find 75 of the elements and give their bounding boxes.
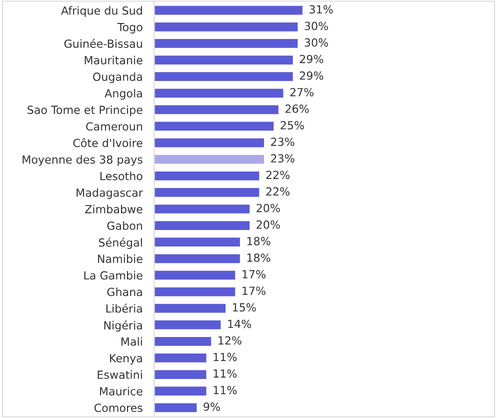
y-tick-label: Ouganda <box>93 72 142 84</box>
y-tick-label: Cameroun <box>86 122 142 131</box>
y-tick-label: Mali <box>121 337 142 346</box>
data-label: 27% <box>290 88 314 96</box>
bar <box>154 120 276 132</box>
data-label: 9% <box>204 402 220 411</box>
data-label: 11% <box>214 352 237 362</box>
bar <box>154 220 251 232</box>
y-tick-label: Zimbabwe <box>85 204 142 214</box>
data-label: 17% <box>242 286 266 295</box>
y-tick-label: Sao Tome et Principe <box>28 105 142 116</box>
y-tick-label: Comores <box>94 404 142 412</box>
bar <box>154 104 280 116</box>
y-tick-label: La Gambie <box>84 270 142 280</box>
bar <box>154 170 261 182</box>
y-tick-label: Guinée-Bissau <box>64 38 142 48</box>
data-label: 11% <box>214 369 237 378</box>
data-label: 15% <box>232 303 256 312</box>
bar <box>154 54 294 66</box>
y-tick-label: Togo <box>117 23 142 34</box>
data-label: 20% <box>256 204 280 212</box>
bar <box>154 136 266 149</box>
data-label: 14% <box>228 320 252 328</box>
y-tick-label: Ghana <box>107 288 142 296</box>
y-tick-label: Sénégal <box>98 238 142 249</box>
data-label: 17% <box>242 270 266 278</box>
data-label: 29% <box>300 54 324 64</box>
data-label: 22% <box>266 187 290 196</box>
y-tick-label: Namibie <box>98 254 142 264</box>
data-label: 31% <box>310 5 333 14</box>
data-label: 12% <box>218 336 242 345</box>
y-tick-label: Kenya <box>110 354 142 365</box>
data-label: 18% <box>247 236 270 246</box>
data-label: 25% <box>280 121 304 130</box>
bar <box>154 336 212 348</box>
bar <box>154 186 261 198</box>
y-tick-label: Afrique du Sud <box>61 6 142 17</box>
bar <box>154 87 285 99</box>
bar <box>154 203 251 215</box>
bar <box>154 385 208 397</box>
y-tick-label: Gabon <box>107 221 142 230</box>
y-tick-label: Moyenne des 38 pays <box>22 155 142 166</box>
y-tick-label: Lesotho <box>100 172 142 180</box>
bar <box>154 21 300 33</box>
y-tick-label: Mauritanie <box>84 56 142 64</box>
y-tick-label: Angola <box>104 88 142 100</box>
bar <box>154 269 237 282</box>
y-tick-label: Eswatini <box>98 370 142 379</box>
data-label: 30% <box>304 38 328 47</box>
bar <box>154 368 208 380</box>
y-tick-label: Nigéria <box>104 320 142 332</box>
data-label: 11% <box>214 386 237 394</box>
bar <box>154 38 300 50</box>
data-label: 20% <box>256 220 280 229</box>
bar <box>154 4 304 16</box>
bar <box>154 402 198 414</box>
bar <box>154 252 242 264</box>
bar <box>154 70 294 82</box>
bar <box>154 352 208 364</box>
bar <box>154 154 266 166</box>
data-label: 26% <box>285 104 309 113</box>
y-tick-label: Maurice <box>100 386 142 396</box>
bar <box>154 319 222 331</box>
data-label: 18% <box>247 253 270 262</box>
bar <box>154 302 227 314</box>
y-tick-label: Madagascar <box>76 188 143 199</box>
data-label: 23% <box>271 138 294 146</box>
y-tick-label: Côte d'Ivoire <box>73 138 142 148</box>
data-label: 23% <box>271 154 294 163</box>
bar <box>154 236 242 248</box>
data-label: 29% <box>300 71 324 80</box>
data-label: 22% <box>266 170 290 180</box>
y-tick-label: Libéria <box>106 304 142 313</box>
bar <box>154 286 237 298</box>
data-label: 30% <box>304 22 328 30</box>
